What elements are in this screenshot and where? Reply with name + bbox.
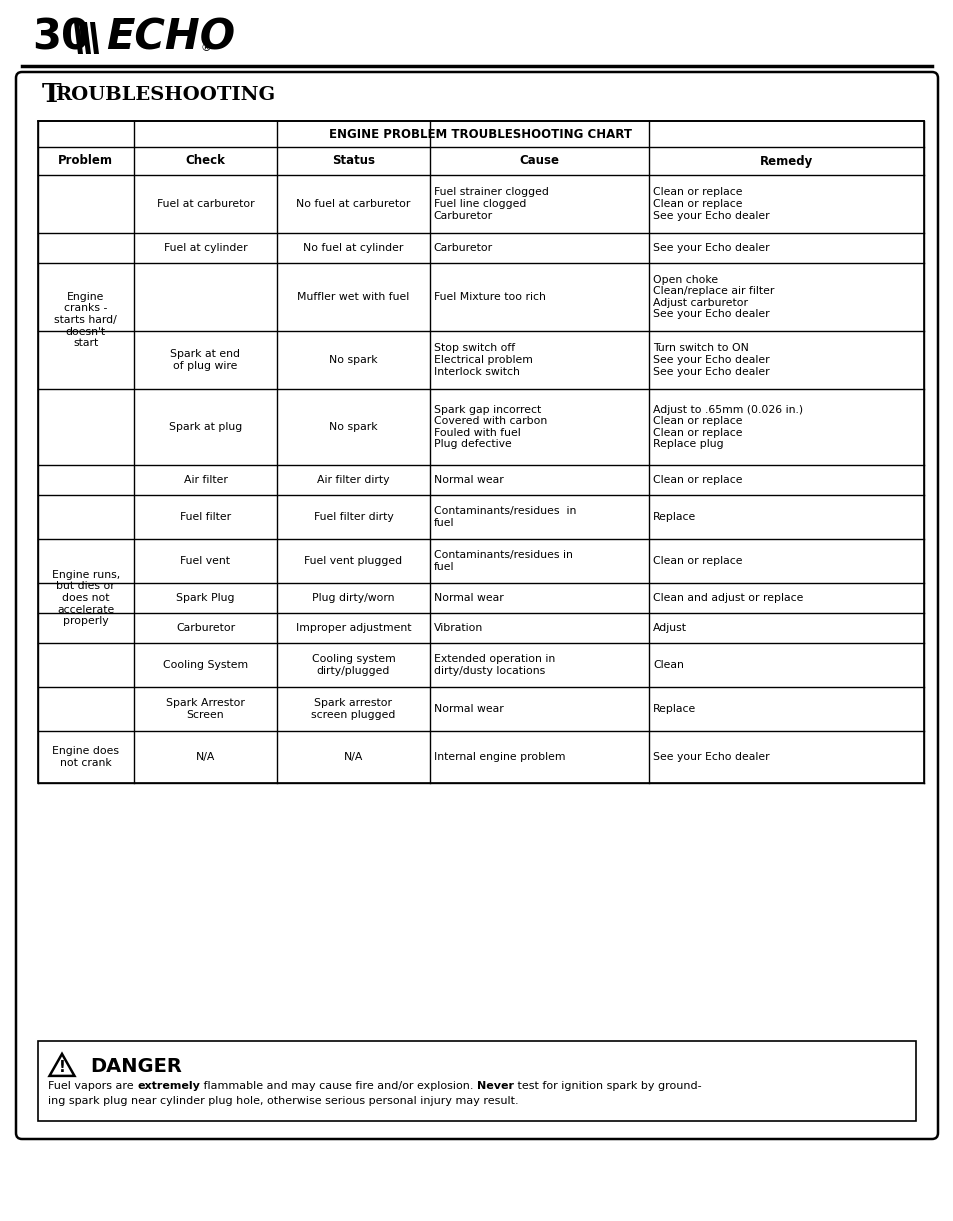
Text: Adjust: Adjust bbox=[653, 623, 686, 632]
Text: T: T bbox=[42, 83, 62, 107]
Text: Spark arrestor
screen plugged: Spark arrestor screen plugged bbox=[311, 698, 395, 720]
Text: Replace: Replace bbox=[653, 512, 696, 523]
Text: Normal wear: Normal wear bbox=[434, 475, 503, 485]
Polygon shape bbox=[90, 22, 99, 54]
Text: Fuel Mixture too rich: Fuel Mixture too rich bbox=[434, 292, 545, 302]
Text: Air filter: Air filter bbox=[183, 475, 227, 485]
Text: Muffler wet with fuel: Muffler wet with fuel bbox=[297, 292, 409, 302]
Bar bbox=[38, 121, 923, 783]
Text: Contaminants/residues  in
fuel: Contaminants/residues in fuel bbox=[434, 507, 576, 527]
Text: Status: Status bbox=[332, 155, 375, 167]
Text: ing spark plug near cylinder plug hole, otherwise serious personal injury may re: ing spark plug near cylinder plug hole, … bbox=[48, 1096, 518, 1106]
Text: Clean or replace
Clean or replace
See your Echo dealer: Clean or replace Clean or replace See yo… bbox=[653, 187, 769, 221]
Text: Contaminants/residues in
fuel: Contaminants/residues in fuel bbox=[434, 551, 572, 571]
Polygon shape bbox=[50, 1054, 74, 1076]
Text: Stop switch off
Electrical problem
Interlock switch: Stop switch off Electrical problem Inter… bbox=[434, 343, 532, 376]
Text: N/A: N/A bbox=[195, 752, 215, 762]
Text: Engine
cranks -
starts hard/
doesn't
start: Engine cranks - starts hard/ doesn't sta… bbox=[54, 292, 117, 348]
Text: Clean or replace: Clean or replace bbox=[653, 475, 742, 485]
Text: Cooling System: Cooling System bbox=[163, 661, 248, 670]
Text: 30: 30 bbox=[32, 17, 90, 59]
Text: Spark at plug: Spark at plug bbox=[169, 422, 242, 432]
Text: Fuel filter dirty: Fuel filter dirty bbox=[314, 512, 393, 523]
Text: ®: ® bbox=[201, 43, 212, 53]
Text: Internal engine problem: Internal engine problem bbox=[434, 752, 564, 762]
Text: Carburetor: Carburetor bbox=[175, 623, 234, 632]
Text: No fuel at cylinder: No fuel at cylinder bbox=[303, 243, 403, 253]
Polygon shape bbox=[74, 22, 83, 54]
Text: Air filter dirty: Air filter dirty bbox=[316, 475, 389, 485]
Text: Fuel at cylinder: Fuel at cylinder bbox=[164, 243, 247, 253]
Polygon shape bbox=[82, 22, 91, 54]
Text: Fuel vapors are: Fuel vapors are bbox=[48, 1081, 137, 1092]
Text: Problem: Problem bbox=[58, 155, 113, 167]
Text: Improper adjustment: Improper adjustment bbox=[295, 623, 411, 632]
Text: ROUBLESHOOTING: ROUBLESHOOTING bbox=[55, 85, 274, 104]
Text: See your Echo dealer: See your Echo dealer bbox=[653, 752, 769, 762]
Bar bbox=[38, 121, 923, 147]
Text: Engine does
not crank: Engine does not crank bbox=[52, 746, 119, 768]
Text: Normal wear: Normal wear bbox=[434, 705, 503, 714]
Text: See your Echo dealer: See your Echo dealer bbox=[653, 243, 769, 253]
Text: Plug dirty/worn: Plug dirty/worn bbox=[312, 593, 395, 603]
Text: Check: Check bbox=[185, 155, 225, 167]
Text: Remedy: Remedy bbox=[760, 155, 813, 167]
Text: Fuel vent: Fuel vent bbox=[180, 556, 231, 567]
Text: Engine runs,
but dies or
does not
accelerate
properly: Engine runs, but dies or does not accele… bbox=[51, 570, 120, 626]
Text: Spark Plug: Spark Plug bbox=[176, 593, 234, 603]
Text: Replace: Replace bbox=[653, 705, 696, 714]
Text: Vibration: Vibration bbox=[434, 623, 482, 632]
Text: Fuel at carburetor: Fuel at carburetor bbox=[156, 199, 254, 209]
Text: Cooling system
dirty/plugged: Cooling system dirty/plugged bbox=[312, 654, 395, 675]
Text: flammable and may cause fire and/or explosion.: flammable and may cause fire and/or expl… bbox=[200, 1081, 477, 1092]
Text: Normal wear: Normal wear bbox=[434, 593, 503, 603]
Text: Extended operation in
dirty/dusty locations: Extended operation in dirty/dusty locati… bbox=[434, 654, 555, 675]
Text: No spark: No spark bbox=[329, 355, 377, 365]
Text: Clean or replace: Clean or replace bbox=[653, 556, 742, 567]
Bar bbox=[38, 147, 923, 175]
Text: No spark: No spark bbox=[329, 422, 377, 432]
Text: extremely: extremely bbox=[137, 1081, 200, 1092]
Text: Clean and adjust or replace: Clean and adjust or replace bbox=[653, 593, 802, 603]
Text: Open choke
Clean/replace air filter
Adjust carburetor
See your Echo dealer: Open choke Clean/replace air filter Adju… bbox=[653, 275, 774, 320]
Text: Spark Arrestor
Screen: Spark Arrestor Screen bbox=[166, 698, 245, 720]
Text: No fuel at carburetor: No fuel at carburetor bbox=[296, 199, 410, 209]
Text: Spark gap incorrect
Covered with carbon
Fouled with fuel
Plug defective: Spark gap incorrect Covered with carbon … bbox=[434, 404, 546, 449]
Text: Cause: Cause bbox=[519, 155, 558, 167]
Text: DANGER: DANGER bbox=[90, 1057, 182, 1077]
Text: Fuel filter: Fuel filter bbox=[180, 512, 231, 523]
Text: Never: Never bbox=[476, 1081, 514, 1092]
Bar bbox=[38, 1042, 915, 1121]
Text: Fuel vent plugged: Fuel vent plugged bbox=[304, 556, 402, 567]
Text: Fuel strainer clogged
Fuel line clogged
Carburetor: Fuel strainer clogged Fuel line clogged … bbox=[434, 187, 548, 221]
Text: Clean: Clean bbox=[653, 661, 683, 670]
Text: Adjust to .65mm (0.026 in.)
Clean or replace
Clean or replace
Replace plug: Adjust to .65mm (0.026 in.) Clean or rep… bbox=[653, 404, 802, 449]
Text: ENGINE PROBLEM TROUBLESHOOTING CHART: ENGINE PROBLEM TROUBLESHOOTING CHART bbox=[329, 127, 632, 140]
Text: Turn switch to ON
See your Echo dealer
See your Echo dealer: Turn switch to ON See your Echo dealer S… bbox=[653, 343, 769, 376]
Text: N/A: N/A bbox=[343, 752, 363, 762]
FancyBboxPatch shape bbox=[16, 72, 937, 1139]
Text: Spark at end
of plug wire: Spark at end of plug wire bbox=[171, 349, 240, 371]
Text: ECHO: ECHO bbox=[106, 17, 234, 59]
Text: !: ! bbox=[58, 1061, 66, 1076]
Text: Carburetor: Carburetor bbox=[434, 243, 492, 253]
Text: test for ignition spark by ground-: test for ignition spark by ground- bbox=[514, 1081, 700, 1092]
